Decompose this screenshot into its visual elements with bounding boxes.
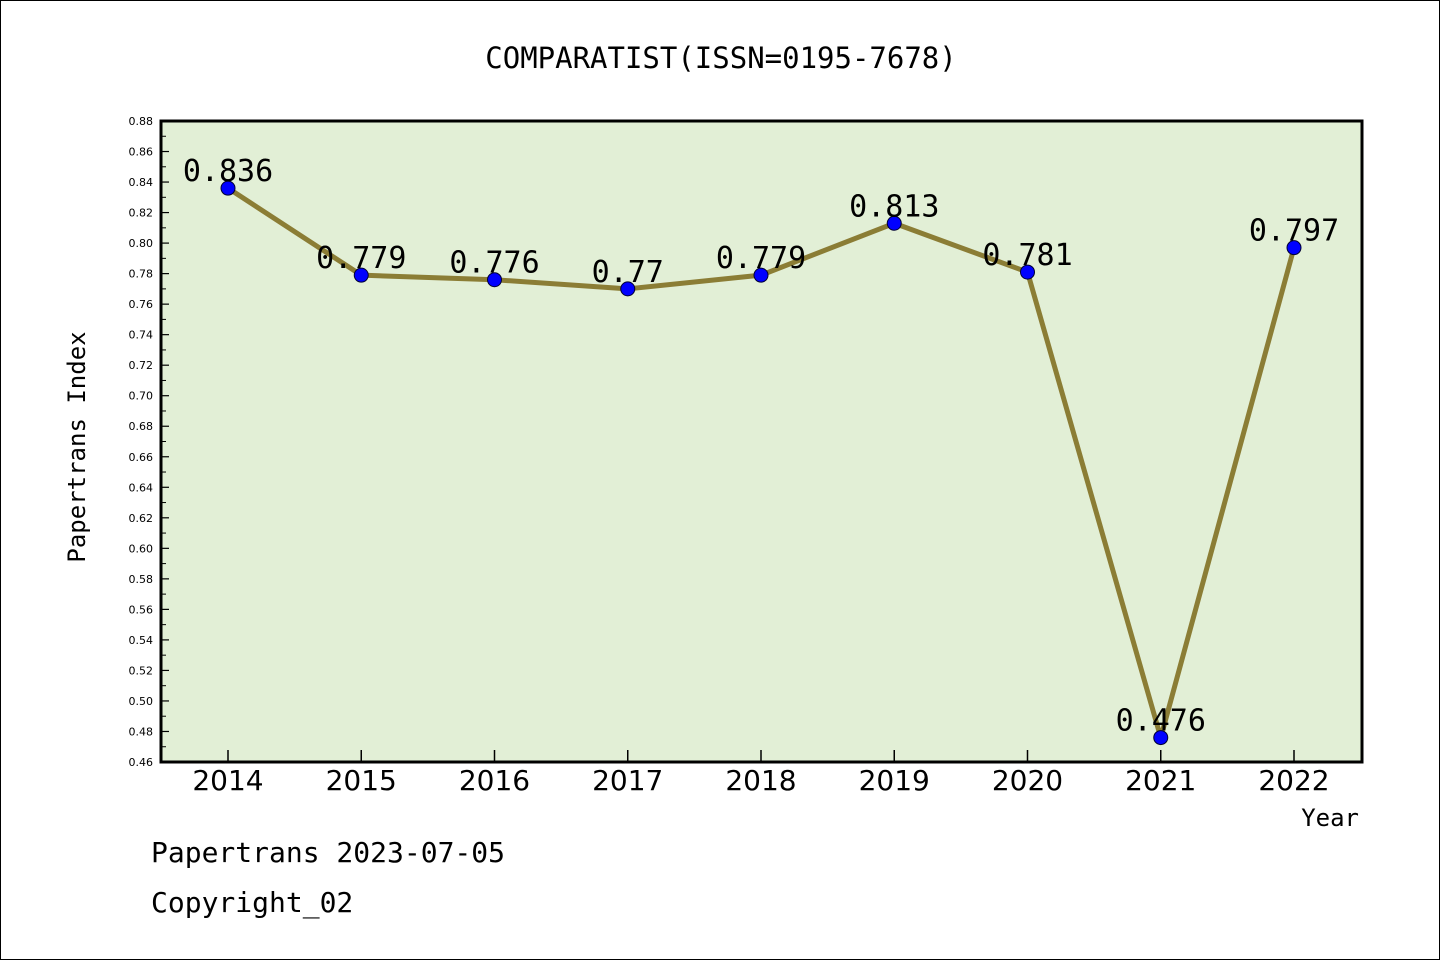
plot-area — [159, 119, 1364, 764]
data-label: 0.781 — [982, 238, 1072, 273]
y-tick-label: 0.68 — [129, 420, 154, 433]
data-label: 0.779 — [316, 241, 406, 276]
y-tick-label: 0.66 — [129, 451, 154, 464]
data-label: 0.813 — [849, 189, 939, 224]
data-label: 0.836 — [183, 154, 273, 189]
y-tick-label: 0.74 — [129, 329, 154, 342]
y-tick-label: 0.52 — [129, 664, 154, 677]
y-tick-label: 0.64 — [129, 481, 154, 494]
data-label: 0.797 — [1249, 214, 1339, 249]
y-tick-label: 0.70 — [129, 390, 154, 403]
data-point — [620, 281, 636, 297]
footer-copyright: Copyright_02 — [151, 886, 354, 919]
x-tick-label: 2020 — [992, 764, 1063, 797]
x-tick-label: 2014 — [192, 764, 263, 797]
y-tick-label: 0.60 — [129, 542, 154, 555]
y-tick-label: 0.88 — [129, 115, 154, 128]
footer-date: Papertrans 2023-07-05 — [151, 836, 506, 869]
data-point — [353, 267, 369, 283]
x-tick-label: 2019 — [859, 764, 930, 797]
y-tick-label: 0.84 — [129, 176, 154, 189]
y-axis: 0.46 0.48 0.50 0.52 0.54 0.56 0.58 0.60 0.62 0.64… — [129, 115, 169, 769]
x-tick-label: 2022 — [1258, 764, 1329, 797]
data-label: 0.776 — [449, 246, 539, 281]
y-tick-label: 0.50 — [129, 695, 154, 708]
data-series: 0.836 0.779 0.776 0.77 0.779 0.813 0.781 0.476 0… — [183, 154, 1339, 746]
chart-title: COMPARATIST(ISSN=0195-7678) — [485, 41, 956, 75]
data-point — [487, 272, 502, 288]
y-tick-label: 0.76 — [129, 298, 154, 311]
x-tick-label: 2016 — [459, 764, 530, 797]
data-point — [220, 180, 236, 196]
y-tick-label: 0.82 — [129, 207, 154, 220]
y-tick-label: 0.48 — [129, 725, 154, 738]
data-label: 0.779 — [716, 241, 806, 276]
x-axis-label: Year — [1301, 804, 1359, 832]
data-point — [1153, 730, 1169, 746]
y-tick-label: 0.54 — [129, 634, 154, 647]
y-tick-label: 0.78 — [129, 268, 154, 281]
y-tick-label: 0.86 — [129, 146, 154, 159]
y-tick-label: 0.46 — [129, 756, 154, 769]
data-point — [1286, 240, 1302, 256]
data-point — [886, 215, 902, 231]
data-point — [753, 267, 769, 283]
x-axis: 2014 2015 2016 2017 2018 2019 2020 2021 2022 — [192, 750, 1330, 797]
x-tick-label: 2017 — [592, 764, 663, 797]
data-label: 0.476 — [1116, 704, 1206, 739]
y-tick-label: 0.72 — [129, 359, 154, 372]
y-axis-label: Papertrans Index — [63, 331, 91, 562]
data-label: 0.77 — [592, 255, 664, 290]
data-point — [1020, 264, 1035, 280]
y-tick-label: 0.80 — [129, 237, 154, 250]
y-tick-label: 0.58 — [129, 573, 154, 586]
x-tick-label: 2018 — [725, 764, 796, 797]
y-tick-label: 0.56 — [129, 603, 154, 616]
x-tick-label: 2015 — [326, 764, 397, 797]
x-tick-label: 2021 — [1125, 764, 1196, 797]
y-tick-label: 0.62 — [129, 512, 154, 525]
